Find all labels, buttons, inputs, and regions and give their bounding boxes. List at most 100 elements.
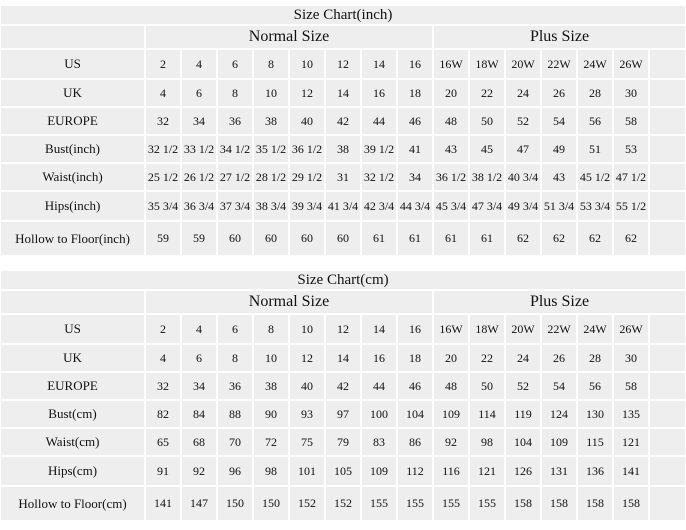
blank-cell bbox=[650, 429, 685, 455]
size-cell: 22W bbox=[542, 50, 576, 78]
size-cell: 2 bbox=[146, 315, 180, 343]
size-cell: 37 3/4 bbox=[218, 192, 252, 220]
row-label: Waist(inch) bbox=[1, 164, 144, 190]
size-cell: 36 3/4 bbox=[182, 192, 216, 220]
size-cell: 43 bbox=[542, 164, 576, 190]
size-cell: 32 1/2 bbox=[146, 136, 180, 162]
size-cell: 14 bbox=[326, 345, 360, 371]
row-label: Bust(inch) bbox=[1, 136, 144, 162]
size-cell: 34 bbox=[398, 164, 432, 190]
blank-cell bbox=[650, 401, 685, 427]
size-cell: 88 bbox=[218, 401, 252, 427]
size-cell: 152 bbox=[326, 487, 360, 520]
size-cell: 158 bbox=[578, 487, 612, 520]
size-cell: 155 bbox=[362, 487, 396, 520]
size-cell: 54 bbox=[542, 108, 576, 134]
blank-cell bbox=[650, 164, 685, 190]
blank-cell bbox=[650, 345, 685, 371]
blank-cell bbox=[650, 373, 685, 399]
size-cell: 28 1/2 bbox=[254, 164, 288, 190]
row-label: Hips(inch) bbox=[1, 192, 144, 220]
size-cell: 155 bbox=[398, 487, 432, 520]
size-cell: 20W bbox=[506, 315, 540, 343]
size-cell: 109 bbox=[434, 401, 468, 427]
size-cell: 34 bbox=[182, 108, 216, 134]
size-cell: 121 bbox=[614, 429, 648, 455]
size-cell: 53 3/4 bbox=[578, 192, 612, 220]
blank-cell bbox=[1, 291, 144, 313]
size-cell: 18 bbox=[398, 345, 432, 371]
size-cell: 104 bbox=[398, 401, 432, 427]
size-cell: 6 bbox=[182, 345, 216, 371]
size-cell: 45 1/2 bbox=[578, 164, 612, 190]
size-cell: 14 bbox=[362, 50, 396, 78]
size-cell: 141 bbox=[614, 457, 648, 485]
size-cell: 38 1/2 bbox=[470, 164, 504, 190]
size-cell: 96 bbox=[218, 457, 252, 485]
blank-cell bbox=[650, 457, 685, 485]
size-cell: 39 1/2 bbox=[362, 136, 396, 162]
size-cell: 42 bbox=[326, 108, 360, 134]
size-cell: 18W bbox=[470, 315, 504, 343]
size-cell: 158 bbox=[506, 487, 540, 520]
size-cell: 42 bbox=[326, 373, 360, 399]
size-cell: 44 bbox=[362, 373, 396, 399]
size-cell: 4 bbox=[182, 315, 216, 343]
size-cell: 130 bbox=[578, 401, 612, 427]
size-cell: 44 bbox=[362, 108, 396, 134]
size-cell: 43 bbox=[434, 136, 468, 162]
size-cell: 48 bbox=[434, 108, 468, 134]
size-cell: 155 bbox=[470, 487, 504, 520]
size-cell: 62 bbox=[578, 222, 612, 255]
size-cell: 109 bbox=[542, 429, 576, 455]
size-cell: 55 1/2 bbox=[614, 192, 648, 220]
blank-cell bbox=[650, 315, 685, 343]
size-cell: 40 bbox=[290, 108, 324, 134]
size-cell: 50 bbox=[470, 108, 504, 134]
size-cell: 105 bbox=[326, 457, 360, 485]
group-header: Normal Size bbox=[146, 26, 432, 48]
row-label: EUROPE bbox=[1, 108, 144, 134]
row-label: US bbox=[1, 50, 144, 78]
size-cell: 36 1/2 bbox=[434, 164, 468, 190]
size-cell: 30 bbox=[614, 80, 648, 106]
size-cell: 51 bbox=[578, 136, 612, 162]
size-cell: 62 bbox=[614, 222, 648, 255]
size-cell: 158 bbox=[614, 487, 648, 520]
table-title: Size Chart(inch) bbox=[1, 6, 685, 24]
size-cell: 52 bbox=[506, 373, 540, 399]
size-cell: 40 3/4 bbox=[506, 164, 540, 190]
size-cell: 36 1/2 bbox=[290, 136, 324, 162]
size-cell: 68 bbox=[182, 429, 216, 455]
size-cell: 86 bbox=[398, 429, 432, 455]
size-cell: 51 3/4 bbox=[542, 192, 576, 220]
size-cell: 47 1/2 bbox=[614, 164, 648, 190]
size-cell: 4 bbox=[146, 80, 180, 106]
size-cell: 39 3/4 bbox=[290, 192, 324, 220]
size-cell: 28 bbox=[578, 345, 612, 371]
size-cell: 4 bbox=[146, 345, 180, 371]
size-cell: 47 3/4 bbox=[470, 192, 504, 220]
size-cell: 36 bbox=[218, 373, 252, 399]
blank-cell bbox=[650, 136, 685, 162]
size-cell: 30 bbox=[614, 345, 648, 371]
size-cell: 27 1/2 bbox=[218, 164, 252, 190]
row-label: Waist(cm) bbox=[1, 429, 144, 455]
row-label: US bbox=[1, 315, 144, 343]
size-cell: 25 1/2 bbox=[146, 164, 180, 190]
size-cell: 60 bbox=[290, 222, 324, 255]
size-cell: 93 bbox=[290, 401, 324, 427]
size-cell: 18W bbox=[470, 50, 504, 78]
row-label: UK bbox=[1, 80, 144, 106]
size-cell: 112 bbox=[398, 457, 432, 485]
size-cell: 60 bbox=[326, 222, 360, 255]
size-cell: 34 1/2 bbox=[218, 136, 252, 162]
size-cell: 45 bbox=[470, 136, 504, 162]
size-cell: 61 bbox=[434, 222, 468, 255]
size-cell: 62 bbox=[542, 222, 576, 255]
size-cell: 46 bbox=[398, 373, 432, 399]
size-cell: 141 bbox=[146, 487, 180, 520]
size-cell: 28 bbox=[578, 80, 612, 106]
size-cell: 22 bbox=[470, 345, 504, 371]
size-cell: 152 bbox=[290, 487, 324, 520]
